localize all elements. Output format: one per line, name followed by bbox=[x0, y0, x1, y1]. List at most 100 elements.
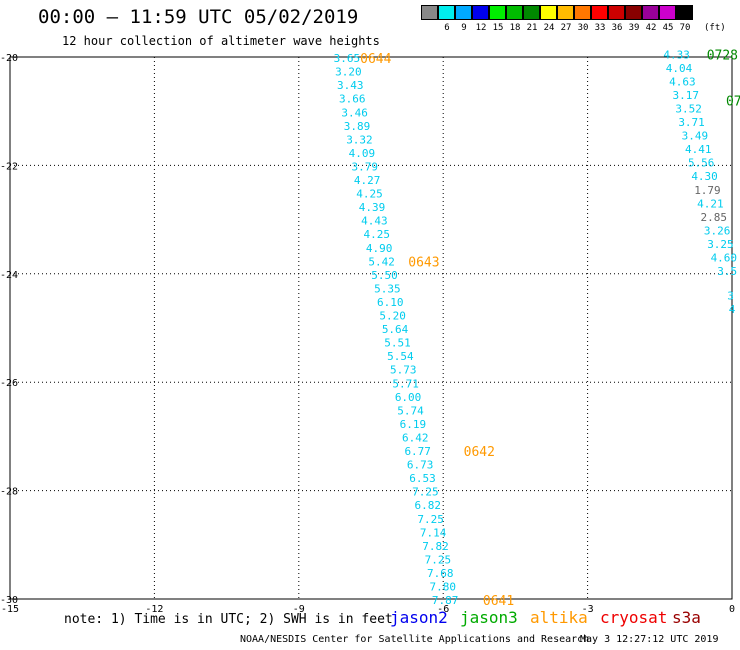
scale-label-12: 12 bbox=[475, 23, 487, 33]
scale-swatch-21 bbox=[523, 5, 540, 20]
scale-swatch-33 bbox=[591, 5, 608, 20]
scale-swatch-45 bbox=[659, 5, 676, 20]
wave-height-point: 7.68 bbox=[427, 567, 454, 580]
scale-label-42: 42 bbox=[645, 23, 657, 33]
wave-height-point: 6.10 bbox=[377, 296, 404, 309]
wave-height-point: 5.56 bbox=[688, 157, 715, 170]
scale-label-18: 18 bbox=[509, 23, 521, 33]
scale-swatch-27 bbox=[557, 5, 574, 20]
scale-swatch-12 bbox=[472, 5, 489, 20]
scale-swatch-36 bbox=[608, 5, 625, 20]
wave-height-point: 3.46 bbox=[341, 106, 368, 119]
pass-time-label: 0643 bbox=[408, 255, 439, 270]
legend-sat-cryosat: cryosat bbox=[600, 608, 668, 627]
scale-swatch-42 bbox=[642, 5, 659, 20]
wave-height-point: 5.20 bbox=[379, 310, 406, 323]
wave-height-point: 3.79 bbox=[351, 160, 378, 173]
y-tick-label: -28 bbox=[0, 487, 18, 498]
wave-height-point: 5.51 bbox=[384, 337, 411, 350]
wave-height-point: 4.21 bbox=[697, 197, 724, 210]
scale-label-30: 30 bbox=[577, 23, 589, 33]
scale-label-15: 15 bbox=[492, 23, 504, 33]
scale-label-24: 24 bbox=[543, 23, 555, 33]
legend-note: note: 1) Time is in UTC; 2) SWH is in fe… bbox=[64, 612, 393, 627]
x-tick-label: -9 bbox=[293, 604, 305, 615]
wave-height-point: 5.71 bbox=[392, 377, 419, 390]
wave-height-point: 6.00 bbox=[395, 391, 422, 404]
wave-height-point: 3.65 bbox=[334, 52, 361, 65]
wave-height-point: 1.79 bbox=[694, 184, 721, 197]
scale-label-36: 36 bbox=[611, 23, 623, 33]
scale-label-6: 6 bbox=[444, 23, 450, 33]
y-tick-label: -30 bbox=[0, 595, 18, 606]
scale-swatch-70 bbox=[676, 5, 693, 20]
wave-height-point: 4.33 bbox=[663, 48, 690, 61]
wave-height-point: 3.17 bbox=[673, 89, 700, 102]
scale-swatch-3 bbox=[421, 5, 438, 20]
wave-height-point: 7.25 bbox=[412, 486, 439, 499]
scale-swatch-24 bbox=[540, 5, 557, 20]
wave-height-point: 5.50 bbox=[371, 269, 398, 282]
map-subtitle: 12 hour collection of altimeter wave hei… bbox=[62, 34, 380, 48]
scale-swatch-39 bbox=[625, 5, 642, 20]
wave-height-point: 4.27 bbox=[354, 174, 381, 187]
y-tick-label: -24 bbox=[0, 270, 18, 281]
wave-height-point: 5.35 bbox=[374, 282, 401, 295]
wave-height-point: 4.04 bbox=[666, 62, 693, 75]
scale-label-27: 27 bbox=[560, 23, 572, 33]
scale-swatch-18 bbox=[506, 5, 523, 20]
pass-time-label: 0728 bbox=[707, 48, 738, 63]
wave-height-point: 4.39 bbox=[359, 201, 386, 214]
y-tick-label: -26 bbox=[0, 378, 18, 389]
wave-height-point: 3.49 bbox=[682, 130, 709, 143]
wave-height-point: 5.74 bbox=[397, 404, 424, 417]
pass-time-label: 0644 bbox=[360, 52, 391, 67]
wave-height-point: 3.71 bbox=[678, 116, 705, 129]
scale-unit: (ft) bbox=[704, 23, 726, 33]
wave-height-point: 6.53 bbox=[409, 472, 436, 485]
wave-height-point: 4.09 bbox=[349, 147, 376, 160]
x-tick-label: -15 bbox=[1, 604, 19, 615]
wave-height-point: 3.20 bbox=[335, 66, 362, 79]
wave-height-point: 7.14 bbox=[420, 526, 447, 539]
scale-label-45: 45 bbox=[662, 23, 674, 33]
wave-height-point: 4.43 bbox=[361, 215, 388, 228]
wave-height-point: 3 bbox=[727, 289, 734, 302]
wave-height-point: 4.90 bbox=[366, 242, 393, 255]
legend-sat-s3a: s3a bbox=[672, 608, 701, 627]
y-tick-label: -20 bbox=[0, 53, 18, 64]
wave-height-point: 3.43 bbox=[337, 79, 364, 92]
scale-label-33: 33 bbox=[594, 23, 606, 33]
wave-height-point: 4 bbox=[729, 303, 736, 316]
wave-height-point: 6.77 bbox=[404, 445, 431, 458]
wave-height-point: 5.54 bbox=[387, 350, 414, 363]
map-title: 00:00 – 11:59 UTC 05/02/2019 bbox=[38, 6, 359, 28]
wave-height-point: 7.82 bbox=[422, 540, 449, 553]
wave-height-point: 7.80 bbox=[429, 581, 456, 594]
wave-height-point: 6.19 bbox=[400, 418, 427, 431]
wave-height-point: 4.60 bbox=[711, 252, 738, 265]
legend-sat-altika: altika bbox=[530, 608, 588, 627]
scale-label-9: 9 bbox=[461, 23, 467, 33]
scale-label-70: 70 bbox=[679, 23, 691, 33]
wave-height-point: 3.52 bbox=[675, 102, 702, 115]
wave-height-point: 2.85 bbox=[700, 211, 727, 224]
wave-height-point: 7.25 bbox=[425, 553, 452, 566]
wave-height-point: 4.41 bbox=[685, 143, 712, 156]
x-tick-label: -6 bbox=[437, 604, 449, 615]
scale-swatch-9 bbox=[455, 5, 472, 20]
wave-height-point: 7.25 bbox=[417, 513, 444, 526]
wave-height-point: 3.25 bbox=[707, 238, 734, 251]
scale-swatch-30 bbox=[574, 5, 591, 20]
wave-height-point: 5.42 bbox=[368, 255, 395, 268]
wave-height-point: 5.73 bbox=[390, 364, 417, 377]
wave-height-point: 3.32 bbox=[346, 133, 373, 146]
wave-height-point: 3.5 bbox=[717, 265, 737, 278]
wave-height-point: 6.82 bbox=[415, 499, 442, 512]
wave-height-point: 7.87 bbox=[432, 594, 459, 607]
wave-height-point: 5.64 bbox=[382, 323, 409, 336]
wave-height-point: 3.66 bbox=[339, 93, 366, 106]
wave-height-point: 3.26 bbox=[704, 224, 731, 237]
x-tick-label: -12 bbox=[145, 604, 163, 615]
